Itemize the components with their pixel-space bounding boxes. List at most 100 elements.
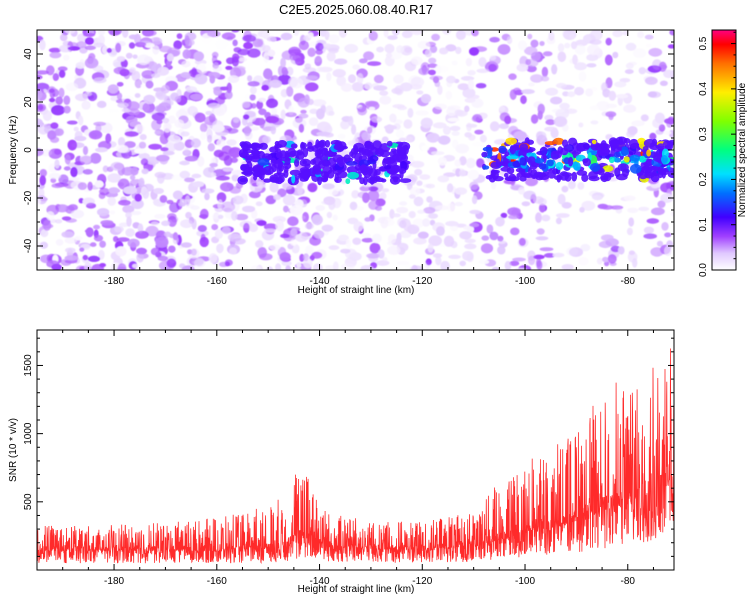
heatmap-cell xyxy=(426,132,440,143)
heatmap-cell xyxy=(93,224,101,230)
heatmap-cell xyxy=(142,188,150,199)
heatmap-cell xyxy=(65,247,76,253)
heatmap-cell xyxy=(663,130,672,135)
heatmap-cell xyxy=(58,69,66,78)
heatmap-cell xyxy=(155,236,169,248)
heatmap-cell xyxy=(389,113,397,123)
heatmap-cell xyxy=(431,33,440,41)
heatmap-cell xyxy=(532,196,544,204)
heatmap-cell xyxy=(423,207,436,214)
colorbar-tick-label: 0.1 xyxy=(698,217,709,231)
heatmap-cell xyxy=(298,123,305,133)
heatmap-cell xyxy=(61,216,72,221)
heatmap-signal-cell xyxy=(547,169,556,179)
heatmap-cell xyxy=(569,247,583,257)
heatmap-signal-cell xyxy=(318,139,327,148)
heatmap-cell xyxy=(63,54,70,61)
heatmap-cell xyxy=(428,213,438,219)
heatmap-cell xyxy=(448,254,461,259)
heatmap-cell xyxy=(124,131,139,137)
heatmap-cell xyxy=(535,212,542,223)
heatmap-cell xyxy=(344,43,359,53)
heatmap-signal-cell xyxy=(386,140,393,147)
heatmap-cell xyxy=(280,109,286,120)
heatmap-signal-cell xyxy=(538,163,547,170)
heatmap-cell xyxy=(97,208,110,217)
heatmap-signal-cell xyxy=(482,165,490,170)
heatmap-cell xyxy=(55,239,64,246)
heatmap-signal-cell xyxy=(581,173,589,182)
heatmap-cell xyxy=(316,108,325,120)
heatmap-cell xyxy=(373,74,384,84)
heatmap-cell xyxy=(528,82,535,87)
heatmap-cell xyxy=(319,30,327,37)
heatmap-cell xyxy=(434,103,448,110)
heatmap-cell xyxy=(322,183,335,190)
x-tick-label: -140 xyxy=(310,276,330,287)
heatmap-cell xyxy=(191,173,202,179)
heatmap-cell xyxy=(567,180,576,190)
heatmap-cell xyxy=(521,201,531,207)
heatmap-cell xyxy=(89,242,97,247)
heatmap-cell xyxy=(585,88,594,97)
heatmap-cell xyxy=(574,62,587,71)
heatmap-cell xyxy=(607,254,617,264)
heatmap-cell xyxy=(545,87,559,96)
heatmap-cell xyxy=(396,261,410,266)
heatmap-cell xyxy=(173,141,185,151)
heatmap-cell xyxy=(305,75,318,81)
snr-frame xyxy=(36,329,675,571)
heatmap-cell xyxy=(70,166,78,178)
heatmap-cell xyxy=(143,30,157,37)
heatmap-cell xyxy=(138,141,147,149)
heatmap-cell xyxy=(411,265,418,270)
heatmap-cell xyxy=(107,173,121,183)
heatmap-cell xyxy=(290,239,297,246)
heatmap-cell xyxy=(82,254,89,261)
heatmap-cell xyxy=(84,37,95,45)
heatmap-cell xyxy=(220,182,234,192)
heatmap-cell xyxy=(525,59,531,66)
heatmap-cell xyxy=(541,214,551,222)
heatmap-cell xyxy=(238,57,248,62)
heatmap-cell xyxy=(136,252,144,263)
heatmap-cell xyxy=(289,52,296,61)
heatmap-cell xyxy=(230,157,238,163)
heatmap-signal-cell xyxy=(278,175,285,183)
heatmap-signal-cell xyxy=(668,139,674,144)
heatmap-cell xyxy=(221,201,236,213)
heatmap-cell xyxy=(216,243,224,254)
heatmap-cell xyxy=(555,217,562,225)
heatmap-cell xyxy=(37,118,43,128)
heatmap-signal-cell xyxy=(502,154,509,164)
heatmap-cell xyxy=(154,171,166,179)
heatmap-signal-cell xyxy=(289,169,301,176)
heatmap-cell xyxy=(244,93,251,101)
heatmap-cell xyxy=(326,72,332,82)
heatmap-cell xyxy=(190,248,197,256)
y-tick-label: 20 xyxy=(23,96,34,108)
heatmap-signal-cell xyxy=(375,147,385,157)
heatmap-cell xyxy=(256,100,264,110)
heatmap-cell xyxy=(150,221,159,226)
heatmap-cell xyxy=(369,242,381,254)
heatmap-cell xyxy=(273,194,281,201)
heatmap-cell xyxy=(427,63,438,68)
heatmap-cell xyxy=(356,73,364,84)
heatmap-cell xyxy=(438,135,451,145)
heatmap-cell xyxy=(182,149,192,156)
heatmap-cell xyxy=(516,63,529,72)
heatmap-cell xyxy=(194,112,206,123)
heatmap-cell xyxy=(99,187,110,196)
heatmap-cell xyxy=(191,67,197,76)
heatmap-cell xyxy=(437,175,450,183)
heatmap-cell xyxy=(647,65,662,73)
heatmap-cell xyxy=(137,54,151,65)
heatmap-cell xyxy=(157,66,170,76)
heatmap-cell xyxy=(421,145,430,151)
heatmap-cell xyxy=(615,94,629,99)
heatmap-cell xyxy=(362,192,370,204)
heatmap-cell xyxy=(159,195,168,203)
heatmap-signal-cell xyxy=(560,147,569,156)
heatmap-cell xyxy=(255,201,263,207)
